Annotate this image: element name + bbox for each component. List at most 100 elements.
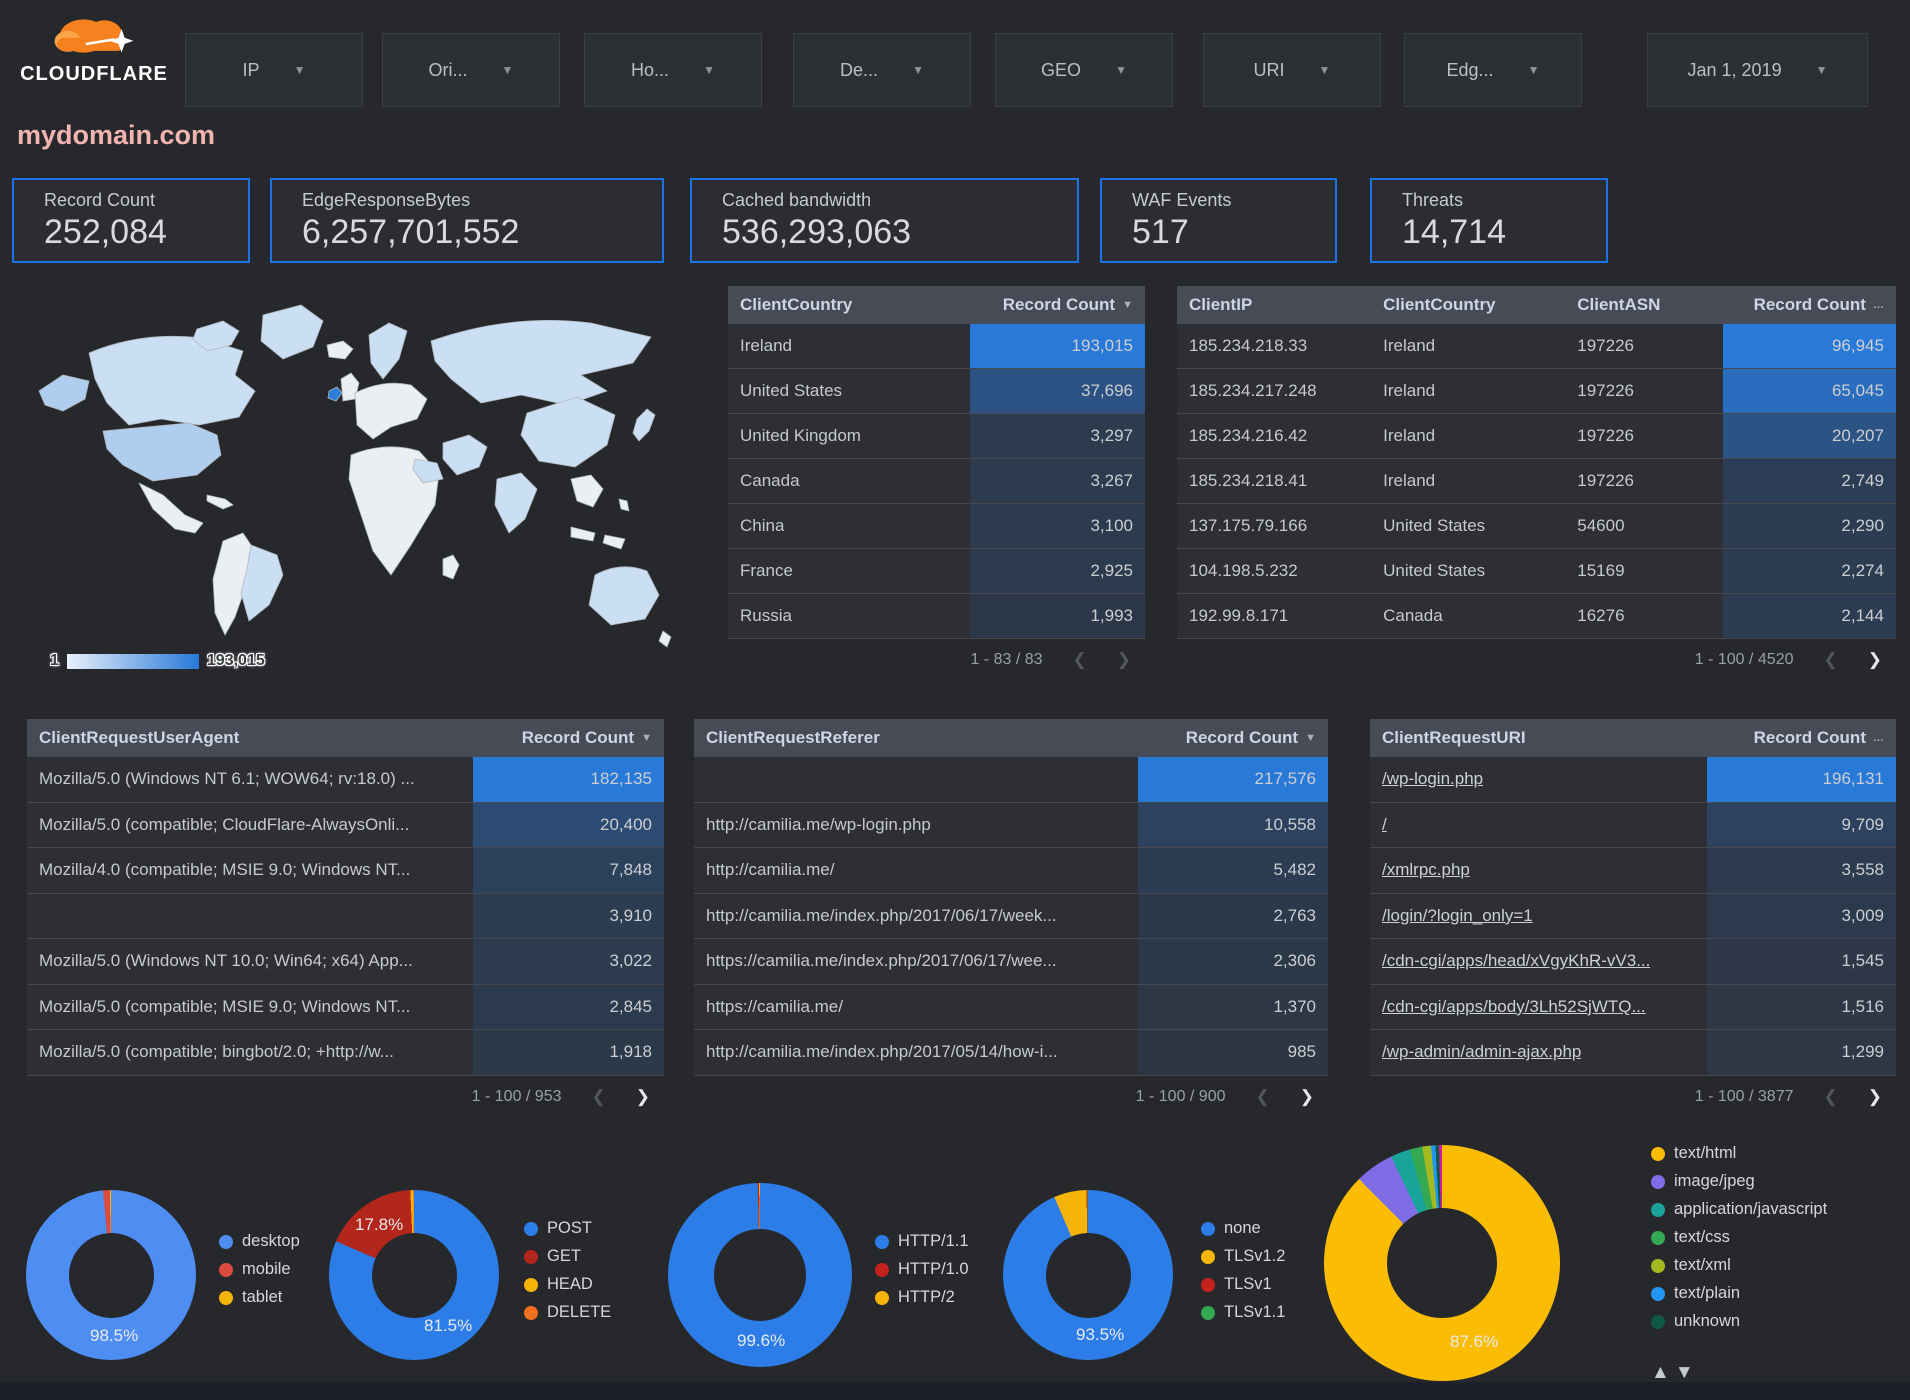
pagination-next-icon[interactable]: ❯	[1867, 1086, 1882, 1106]
table-row: Ireland 193,015	[728, 324, 1145, 369]
cell-value: 185.234.217.248	[1177, 369, 1371, 413]
cell-text: 985	[1287, 1042, 1316, 1062]
legend-item: DELETE	[524, 1303, 611, 1322]
filter-uri[interactable]: URI ▼	[1203, 33, 1381, 107]
column-header-clientip[interactable]: ClientIP	[1177, 295, 1371, 315]
filter-de[interactable]: De... ▼	[793, 33, 971, 107]
legend-item: application/javascript	[1651, 1200, 1827, 1219]
bottom-bar	[0, 1382, 1910, 1400]
column-header-clientcountry[interactable]: ClientCountry	[728, 295, 970, 315]
cell-value	[27, 894, 473, 939]
pagination-next-icon[interactable]: ❯	[1299, 1086, 1314, 1106]
sort-overflow-icon: …	[1872, 299, 1884, 311]
country-shape	[368, 322, 408, 380]
column-header-clientrequestuseragent[interactable]: ClientRequestUserAgent	[27, 728, 473, 748]
cell-record-count: 7,848	[472, 848, 664, 893]
map-legend-max: 193,015	[206, 652, 265, 669]
column-header-clientcountry[interactable]: ClientCountry	[1371, 295, 1565, 315]
uri-link[interactable]: /wp-login.php	[1382, 769, 1484, 789]
cloudflare-wordmark: CLOUDFLARE	[20, 63, 168, 85]
cell-value: Mozilla/4.0 (compatible; MSIE 9.0; Windo…	[27, 848, 473, 893]
table-row: United States 37,696	[728, 369, 1145, 414]
filter-label: De...	[840, 59, 879, 80]
column-header-clientrequestreferer[interactable]: ClientRequestReferer	[694, 728, 1138, 748]
cell-text: 104.198.5.232	[1189, 561, 1298, 580]
filter-edg[interactable]: Edg... ▼	[1404, 33, 1582, 107]
cell-record-count: 2,749	[1723, 459, 1896, 503]
legend-label: DELETE	[547, 1303, 612, 1321]
table-row: /wp-login.php 196,131	[1370, 757, 1896, 803]
uri-link[interactable]: /cdn-cgi/apps/body/3Lh52SjWTQ...	[1382, 996, 1646, 1016]
cell-value: 104.198.5.232	[1177, 549, 1371, 593]
filter-ip[interactable]: IP ▼	[185, 33, 363, 107]
cell-text: Canada	[740, 471, 800, 490]
table-row: http://camilia.me/5,482	[694, 848, 1328, 894]
table-row: http://camilia.me/wp-login.php 10,558	[694, 802, 1328, 848]
legend-color-dot	[875, 1234, 889, 1249]
column-header-record-count[interactable]: Record Count…	[1707, 728, 1896, 748]
filter-geo[interactable]: GEO ▼	[995, 33, 1173, 107]
column-header-record-count[interactable]: Record Count ▼	[970, 295, 1145, 315]
column-header-label: Record Count	[1753, 295, 1866, 314]
cell-record-count: 65,045	[1723, 369, 1896, 413]
legend-item: HTTP/1.1	[875, 1232, 969, 1251]
pagination-range: 1 - 100 / 4520	[1694, 651, 1794, 668]
uri-link[interactable]: /xmlrpc.php	[1382, 860, 1470, 880]
column-header-record-count[interactable]: Record Count ▼	[1138, 728, 1328, 748]
country-shape	[494, 472, 538, 534]
scorecard-value: 517	[1132, 213, 1189, 251]
world-map[interactable]: 1 193,015	[10, 283, 682, 688]
country-shape	[348, 446, 440, 576]
cell-text: 1,545	[1841, 951, 1884, 971]
cell-text: 10,558	[1263, 814, 1316, 834]
world-map-svg	[38, 304, 672, 648]
legend-scroll-arrows[interactable]: ▲▼	[1651, 1362, 1699, 1384]
table-row: /xmlrpc.php 3,558	[1370, 848, 1896, 894]
cell-record-count: 1,370	[1137, 984, 1328, 1029]
filter-ho[interactable]: Ho... ▼	[584, 33, 762, 107]
country-shape	[340, 372, 360, 402]
donut-legend-tls-version: none TLSv1.2 TLSv1 TLSv1.1	[1201, 1219, 1285, 1322]
column-header-record-count[interactable]: Record Count …	[1723, 295, 1896, 315]
filter-jan-1-2019[interactable]: Jan 1, 2019 ▼	[1647, 33, 1868, 107]
uri-link[interactable]: /login/?login_only=1	[1382, 905, 1533, 925]
uri-link[interactable]: /wp-admin/admin-ajax.php	[1382, 1042, 1582, 1062]
cell-value: 197226	[1565, 459, 1723, 503]
legend-label: POST	[547, 1219, 592, 1237]
column-header-label: ClientIP	[1189, 295, 1253, 314]
scorecard-value: 536,293,063	[722, 213, 912, 251]
column-header-clientrequesturi[interactable]: ClientRequestURI	[1370, 728, 1707, 748]
donut-hole	[714, 1229, 806, 1321]
sort-desc-icon: ▼	[1122, 299, 1133, 311]
country-shape	[206, 494, 234, 510]
legend-item: TLSv1	[1201, 1275, 1285, 1294]
donut-chart-tls-version	[1003, 1190, 1173, 1360]
cell-record-count: 1,918	[472, 1030, 664, 1075]
filter-ori[interactable]: Ori... ▼	[382, 33, 560, 107]
pagination-range: 1 - 100 / 900	[1135, 1087, 1226, 1105]
donut-legend-http-method: POST GET HEAD DELETE	[524, 1219, 611, 1322]
pagination-prev-icon: ❮	[1255, 1086, 1270, 1106]
column-header-clientasn[interactable]: ClientASN	[1565, 295, 1723, 315]
cell-value	[694, 757, 1138, 802]
pagination-next-icon[interactable]: ❯	[635, 1086, 650, 1106]
scorecard-value: 252,084	[44, 213, 167, 251]
cell-value: 192.99.8.171	[1177, 594, 1371, 638]
legend-item: image/jpeg	[1651, 1172, 1827, 1191]
table-row: China 3,100	[728, 504, 1145, 549]
legend-item: GET	[524, 1247, 611, 1266]
legend-item: HEAD	[524, 1275, 611, 1294]
legend-label: text/xml	[1674, 1256, 1731, 1274]
uri-link[interactable]: /	[1382, 814, 1387, 834]
legend-down-icon[interactable]: ▼	[1674, 1362, 1699, 1383]
table-row: /wp-admin/admin-ajax.php 1,299	[1370, 1030, 1896, 1076]
cell-value: Mozilla/5.0 (Windows NT 6.1; WOW64; rv:1…	[27, 757, 473, 802]
legend-color-dot	[1201, 1277, 1215, 1292]
legend-up-icon[interactable]: ▲	[1651, 1362, 1675, 1383]
scorecard-waf-events: WAF Events 517	[1100, 178, 1337, 263]
uri-link[interactable]: /cdn-cgi/apps/head/xVgyKhR-vV3...	[1382, 951, 1651, 971]
pagination-next-icon[interactable]: ❯	[1867, 650, 1882, 669]
column-header-record-count[interactable]: Record Count ▼	[473, 728, 664, 748]
cell-record-count: 2,274	[1723, 549, 1896, 593]
cell-text: 2,845	[609, 996, 652, 1016]
